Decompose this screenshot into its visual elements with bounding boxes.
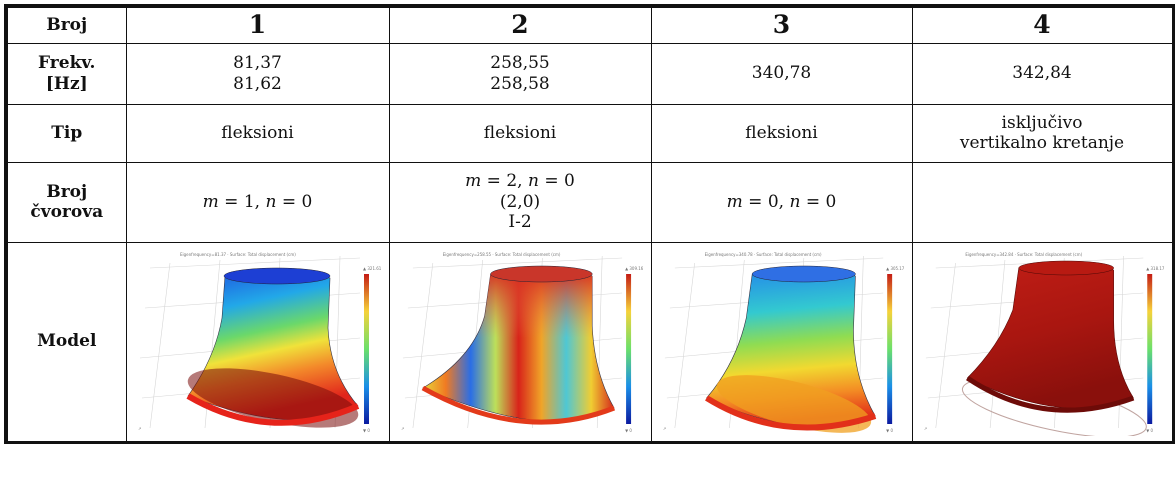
svg-text:↗: ↗ xyxy=(662,425,665,430)
table-container: Broj 1 2 3 4 Frekv. [Hz] 81,37 81,62 258… xyxy=(4,4,1175,484)
bell-body xyxy=(966,262,1134,409)
frequency-cell-3: 340,78 xyxy=(650,42,913,105)
type-value: fleksioni xyxy=(221,122,294,143)
svg-text:↗: ↗ xyxy=(138,426,141,431)
type-value: fleksioni xyxy=(483,122,557,143)
frequency-value: 340,78 xyxy=(751,63,812,84)
header-row: Broj 1 2 3 4 xyxy=(4,4,1175,44)
frequency-row: Frekv. [Hz] 81,37 81,62 258,55 258,58 34… xyxy=(4,42,1175,105)
svg-text:▲ 321.61: ▲ 321.61 xyxy=(363,266,382,271)
m-value: 2 xyxy=(506,171,518,192)
nodes-cell-4 xyxy=(911,161,1175,243)
svg-text:↗: ↗ xyxy=(400,425,403,430)
mode-number-4: 4 xyxy=(911,4,1175,44)
model-cell-1: Eigenfrequency=81.37 · Surface: Total di… xyxy=(125,241,390,444)
frequency-value: 258,58 xyxy=(490,73,550,94)
mode-number-1: 1 xyxy=(125,4,390,44)
frequency-cell-4: 342,84 xyxy=(911,42,1175,105)
bell-mode-image: Eigenfrequency=81.37 · Surface: Total di… xyxy=(138,252,382,433)
svg-text:▲ 305.17: ▲ 305.17 xyxy=(886,265,905,270)
mode-indices: m = 2, n = 0 xyxy=(465,171,575,192)
type-label: Tip xyxy=(4,103,127,163)
type-cell-2: fleksioni xyxy=(388,103,652,163)
model-cell-3: Eigenfrequency=340.78 · Surface: Total d… xyxy=(650,241,913,444)
mode-class: I-2 xyxy=(508,212,532,233)
type-value: isključivo xyxy=(1001,112,1083,133)
type-value: vertikalno kretanje xyxy=(959,133,1125,153)
bell-mode-image: Eigenfrequency=342.84 · Surface: Total d… xyxy=(923,251,1165,436)
svg-text:▲ 318.17: ▲ 318.17 xyxy=(1146,265,1165,270)
svg-text:▼ 0: ▼ 0 xyxy=(1146,427,1153,432)
m-value: 1 xyxy=(243,191,255,212)
n-value: 0 xyxy=(825,191,837,212)
svg-text:▲ 309.16: ▲ 309.16 xyxy=(625,265,644,270)
svg-text:▼ 0: ▼ 0 xyxy=(886,427,893,432)
nodes-cell-3: m = 0, n = 0 xyxy=(650,161,913,243)
svg-text:▼ 0: ▼ 0 xyxy=(363,428,370,433)
nodes-row: Broj čvorova m = 1, n = 0 m = 2, n = 0 (… xyxy=(4,161,1175,243)
nodes-label-line1: Broj xyxy=(46,181,88,202)
type-cell-4: isključivo vertikalno kretanje xyxy=(911,103,1175,163)
eigenmode-table: Broj 1 2 3 4 Frekv. [Hz] 81,37 81,62 258… xyxy=(4,4,1175,444)
mode-indices: m = 1, n = 0 xyxy=(202,191,313,212)
n-value: 0 xyxy=(301,191,313,212)
frequency-value: 81,62 xyxy=(233,73,282,94)
nodes-cell-2: m = 2, n = 0 (2,0) I-2 xyxy=(388,161,652,243)
frequency-cell-1: 81,37 81,62 xyxy=(125,42,390,105)
svg-text:Eigenfrequency=81.37 · Surface: Eigenfrequency=81.37 · Surface: Total di… xyxy=(180,252,296,257)
frequency-label-line1: Frekv. xyxy=(38,53,96,74)
type-row: Tip fleksioni fleksioni fleksioni isklju… xyxy=(4,103,1175,163)
type-cell-1: fleksioni xyxy=(125,103,390,163)
svg-text:Eigenfrequency=340.78 · Surfac: Eigenfrequency=340.78 · Surface: Total d… xyxy=(704,251,821,256)
mode-indices: m = 0, n = 0 xyxy=(726,191,837,212)
bell-mode-image: Eigenfrequency=340.78 · Surface: Total d… xyxy=(662,251,905,432)
model-cell-2: Eigenfrequency=258.55 · Surface: Total d… xyxy=(388,241,652,444)
svg-text:Eigenfrequency=258.55 · Surfac: Eigenfrequency=258.55 · Surface: Total d… xyxy=(442,251,560,256)
model-row: Model xyxy=(4,241,1175,444)
model-cell-4: Eigenfrequency=342.84 · Surface: Total d… xyxy=(911,241,1175,444)
svg-text:Eigenfrequency=342.84 · Surfac: Eigenfrequency=342.84 · Surface: Total d… xyxy=(965,251,1082,256)
header-label: Broj xyxy=(4,4,127,44)
m-value: 0 xyxy=(767,191,779,212)
frequency-value: 81,37 xyxy=(233,53,282,74)
mode-pair: (2,0) xyxy=(499,191,541,212)
svg-text:↗: ↗ xyxy=(923,425,926,430)
mode-number-3: 3 xyxy=(650,4,913,44)
nodes-label: Broj čvorova xyxy=(4,161,127,243)
type-cell-3: fleksioni xyxy=(650,103,913,163)
bell-mode-image: Eigenfrequency=258.55 · Surface: Total d… xyxy=(400,251,644,432)
frequency-label-line2: [Hz] xyxy=(45,73,88,94)
frequency-value: 342,84 xyxy=(1012,63,1072,84)
frequency-value: 258,55 xyxy=(490,53,550,74)
frequency-cell-2: 258,55 258,58 xyxy=(388,42,652,105)
frequency-label: Frekv. [Hz] xyxy=(4,42,127,105)
model-label: Model xyxy=(4,241,127,444)
mode-number-2: 2 xyxy=(388,4,652,44)
n-value: 0 xyxy=(564,171,575,192)
nodes-cell-1: m = 1, n = 0 xyxy=(125,161,390,243)
nodes-label-line2: čvorova xyxy=(30,202,104,222)
svg-text:▼ 0: ▼ 0 xyxy=(625,427,632,432)
type-value: fleksioni xyxy=(745,122,818,143)
